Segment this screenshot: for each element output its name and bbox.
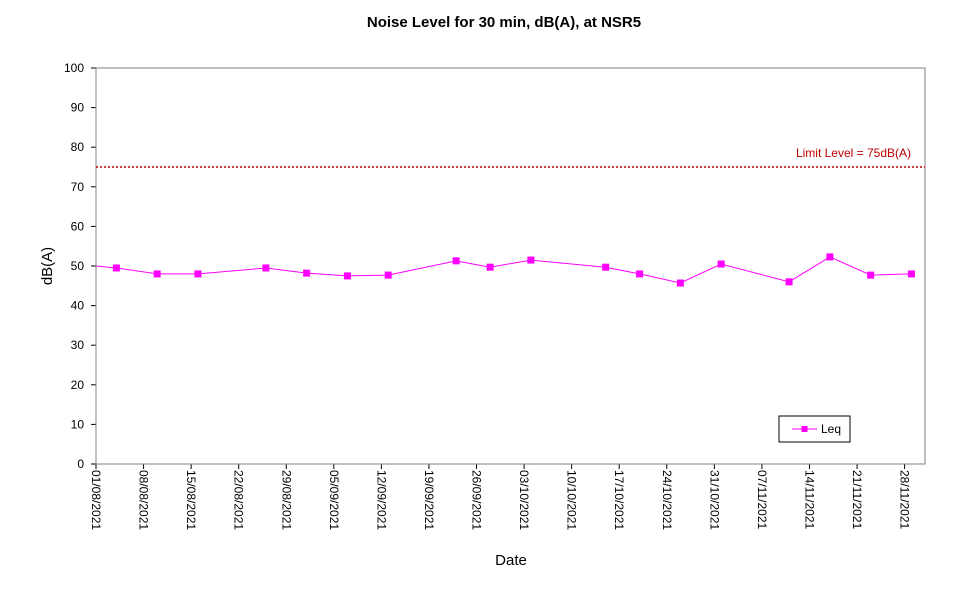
x-tick-label: 22/08/2021 <box>232 470 246 530</box>
data-point <box>153 270 161 278</box>
y-tick-label: 70 <box>71 180 85 194</box>
x-tick-label: 10/10/2021 <box>565 470 579 530</box>
legend-marker <box>801 426 808 432</box>
data-point <box>636 270 644 278</box>
x-tick-label: 12/09/2021 <box>374 470 388 530</box>
data-point <box>717 260 725 268</box>
data-point <box>112 264 120 272</box>
x-tick-label: 17/10/2021 <box>612 470 626 530</box>
chart-title: Noise Level for 30 min, dB(A), at NSR5 <box>367 14 641 31</box>
y-tick-label: 0 <box>77 457 84 471</box>
x-tick-label: 21/11/2021 <box>850 470 864 529</box>
x-tick-label: 24/10/2021 <box>660 470 674 530</box>
data-point <box>486 263 494 271</box>
data-point <box>452 257 460 265</box>
data-point <box>384 271 392 279</box>
legend: Leq <box>778 415 851 443</box>
x-tick-label: 08/08/2021 <box>137 470 151 530</box>
x-tick-label: 29/08/2021 <box>279 470 293 530</box>
x-tick-label: 31/10/2021 <box>707 470 721 530</box>
y-axis-ticks: 0 10 20 30 40 50 60 70 80 90 100 <box>64 61 96 471</box>
data-point <box>303 269 311 277</box>
y-tick-label: 60 <box>71 219 85 233</box>
data-point <box>907 270 915 278</box>
legend-label: Leq <box>821 422 841 436</box>
x-tick-label: 28/11/2021 <box>898 470 912 529</box>
data-point <box>785 278 793 286</box>
y-tick-label: 30 <box>71 338 85 352</box>
data-point <box>194 270 202 278</box>
x-tick-label: 05/09/2021 <box>327 470 341 530</box>
data-point <box>527 256 535 264</box>
x-tick-label: 07/11/2021 <box>755 470 769 529</box>
y-axis-label: dB(A) <box>39 247 56 285</box>
y-tick-label: 80 <box>71 140 85 154</box>
data-point <box>676 279 684 287</box>
x-tick-label: 19/09/2021 <box>422 470 436 530</box>
y-tick-label: 50 <box>71 259 85 273</box>
x-axis-ticks: 01/08/2021 08/08/2021 15/08/2021 22/08/2021… <box>89 464 912 530</box>
x-axis-label: Date <box>495 552 527 569</box>
data-point <box>867 271 875 279</box>
y-tick-label: 40 <box>71 299 85 313</box>
data-point <box>262 264 270 272</box>
limit-label: Limit Level = 75dB(A) <box>796 146 911 160</box>
x-tick-label: 15/08/2021 <box>184 470 198 530</box>
y-tick-label: 10 <box>71 417 85 431</box>
x-tick-label: 01/08/2021 <box>89 470 103 530</box>
plot-area <box>95 67 926 465</box>
data-point <box>343 272 351 280</box>
series-group <box>95 253 915 287</box>
y-tick-label: 100 <box>64 61 84 75</box>
x-tick-label: 26/09/2021 <box>470 470 484 530</box>
y-tick-label: 90 <box>71 101 85 115</box>
x-tick-label: 14/11/2021 <box>802 470 816 529</box>
data-point <box>602 263 610 271</box>
data-point <box>826 253 834 261</box>
limit-line-group: Limit Level = 75dB(A) <box>96 146 925 168</box>
x-tick-label: 03/10/2021 <box>517 470 531 530</box>
y-tick-label: 20 <box>71 378 85 392</box>
